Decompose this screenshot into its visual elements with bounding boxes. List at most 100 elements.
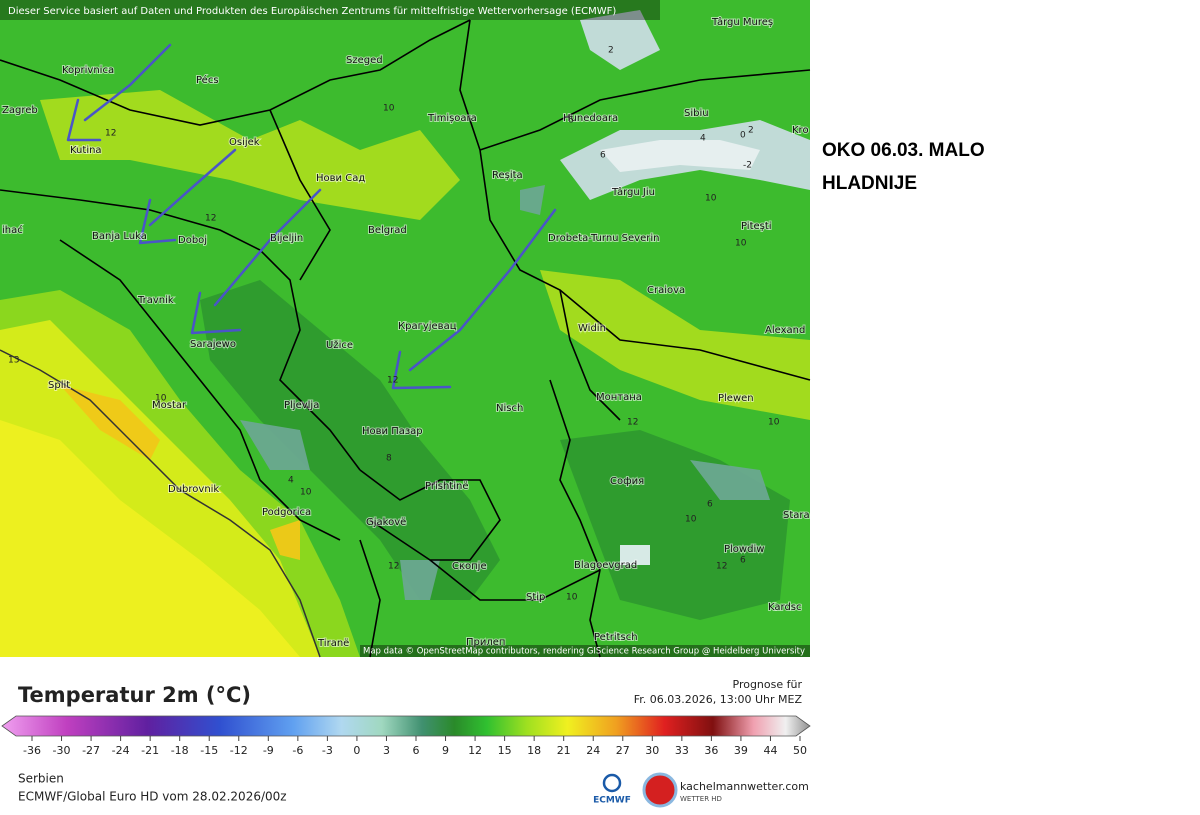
city-label: Bijeljin — [270, 233, 303, 244]
colorbar-tick-label: 21 — [557, 744, 571, 757]
contour-label: 10 — [155, 394, 167, 404]
city-label: Plewen — [718, 393, 754, 404]
contour-label: 6 — [740, 556, 746, 566]
temperature-area — [580, 10, 660, 70]
city-label: Drobeta-Turnu Severin — [548, 233, 659, 244]
city-label: Alexand — [765, 325, 805, 336]
border — [359, 539, 381, 658]
border — [549, 379, 601, 658]
contour-label: 6 — [600, 151, 606, 161]
city-label: Szeged — [346, 55, 383, 66]
contour-label: 10 — [768, 418, 780, 428]
contour-label: 2 — [748, 126, 754, 136]
colorbar-tick-label: -15 — [200, 744, 218, 757]
temperature-area — [520, 185, 545, 215]
drawn-arrow — [408, 208, 557, 372]
colorbar-tick-label: 15 — [498, 744, 512, 757]
temperature-area — [40, 90, 460, 220]
city-label: Belgrad — [368, 225, 407, 236]
city-label: Tiranë — [317, 638, 349, 649]
border — [479, 69, 811, 151]
colorbar-tick-label: 44 — [763, 744, 777, 757]
city-label: Nisch — [496, 403, 523, 414]
contour-label: 10 — [566, 593, 578, 603]
colorbar-tick-label: -21 — [141, 744, 159, 757]
city-label: Mostar — [152, 400, 187, 411]
city-label: Prishtinë — [425, 481, 468, 492]
city-label: Zagreb — [2, 105, 38, 116]
contour-label: 4 — [700, 134, 706, 144]
colorbar-tick-label: 18 — [527, 744, 541, 757]
colorbar-tick-label: -12 — [230, 744, 248, 757]
contour-label: 10 — [735, 239, 747, 249]
city-label: Banja Luka — [92, 231, 147, 242]
border — [269, 109, 331, 281]
colorbar-tick-label: -36 — [23, 744, 41, 757]
coastline — [0, 349, 321, 658]
city-label: Osijek — [229, 137, 260, 148]
top-notice: Dieser Service basiert auf Daten und Pro… — [8, 6, 616, 17]
contour-label: 12 — [105, 129, 116, 139]
site-logo-sub: WETTER HD — [680, 795, 722, 803]
colorbar-tick-label: 12 — [468, 744, 482, 757]
contour-label: 10 — [383, 104, 395, 114]
colorbar-tick-label: -30 — [53, 744, 71, 757]
city-label: Нови Сад — [316, 173, 365, 184]
city-label: Petritsch — [594, 632, 638, 643]
model-run: ECMWF/Global Euro HD vom 28.02.2026/00z — [18, 790, 287, 804]
city-label: София — [610, 476, 644, 487]
city-label: Užice — [326, 339, 353, 351]
drawn-arrow — [138, 198, 177, 245]
border — [429, 559, 601, 601]
contour-label: -2 — [743, 161, 752, 171]
border — [59, 239, 341, 541]
border — [459, 19, 621, 421]
city-label: Gjakovë — [366, 517, 406, 528]
city-label: Travnik — [137, 295, 174, 306]
drawn-arrow — [213, 188, 322, 307]
temperature-area — [690, 460, 770, 500]
ecmwf-logo: ECMWF — [593, 796, 631, 806]
colorbar-tick-label: 9 — [442, 744, 449, 757]
colorbar-tick-label: 39 — [734, 744, 748, 757]
contour-label: 12 — [387, 376, 398, 386]
contour-label: 6 — [707, 500, 713, 510]
city-label: Stip — [526, 592, 545, 603]
border — [559, 289, 811, 381]
city-label: Doboj — [178, 235, 207, 246]
site-logo: kachelmannwetter.com — [680, 780, 809, 793]
city-label: Koprivnica — [62, 65, 114, 76]
contour-label: 12 — [388, 562, 399, 572]
city-label: Kardsc — [768, 602, 802, 613]
colorbar-tick-label: 50 — [793, 744, 807, 757]
city-label: Hunedoara — [563, 113, 618, 124]
contour-label: 12 — [716, 562, 727, 572]
city-label: ihać — [2, 224, 23, 236]
city-label: Pljevlja — [284, 400, 319, 411]
forecast-time: Fr. 06.03.2026, 13:00 Uhr MEZ — [634, 693, 803, 706]
contour-label: 10 — [705, 194, 717, 204]
temperature-area — [400, 560, 440, 600]
border — [0, 189, 361, 471]
temperature-area — [0, 420, 300, 657]
contour-label: 12 — [627, 418, 638, 428]
temperature-area — [270, 520, 300, 560]
colorbar-tick-label: -18 — [171, 744, 189, 757]
city-label: Kutina — [70, 145, 102, 156]
city-label: Craiova — [647, 285, 685, 296]
temperature-area — [600, 140, 760, 172]
colorbar-tick-label: 0 — [353, 744, 360, 757]
contour-label: 10 — [300, 488, 312, 498]
city-label: Kro — [792, 125, 809, 136]
contour-label: 4 — [288, 476, 294, 486]
annotation: HLADNIJE — [822, 173, 917, 194]
temperature-area — [240, 420, 310, 470]
city-label: Podgorica — [262, 507, 311, 518]
city-label: Нови Пазар — [362, 426, 423, 437]
legend-title: Temperatur 2m (°C) — [18, 683, 251, 707]
drawn-arrow — [391, 350, 452, 390]
city-label: Split — [48, 380, 70, 391]
ecmwf-logo-mark — [602, 773, 622, 793]
city-label: Pitești — [741, 221, 772, 232]
